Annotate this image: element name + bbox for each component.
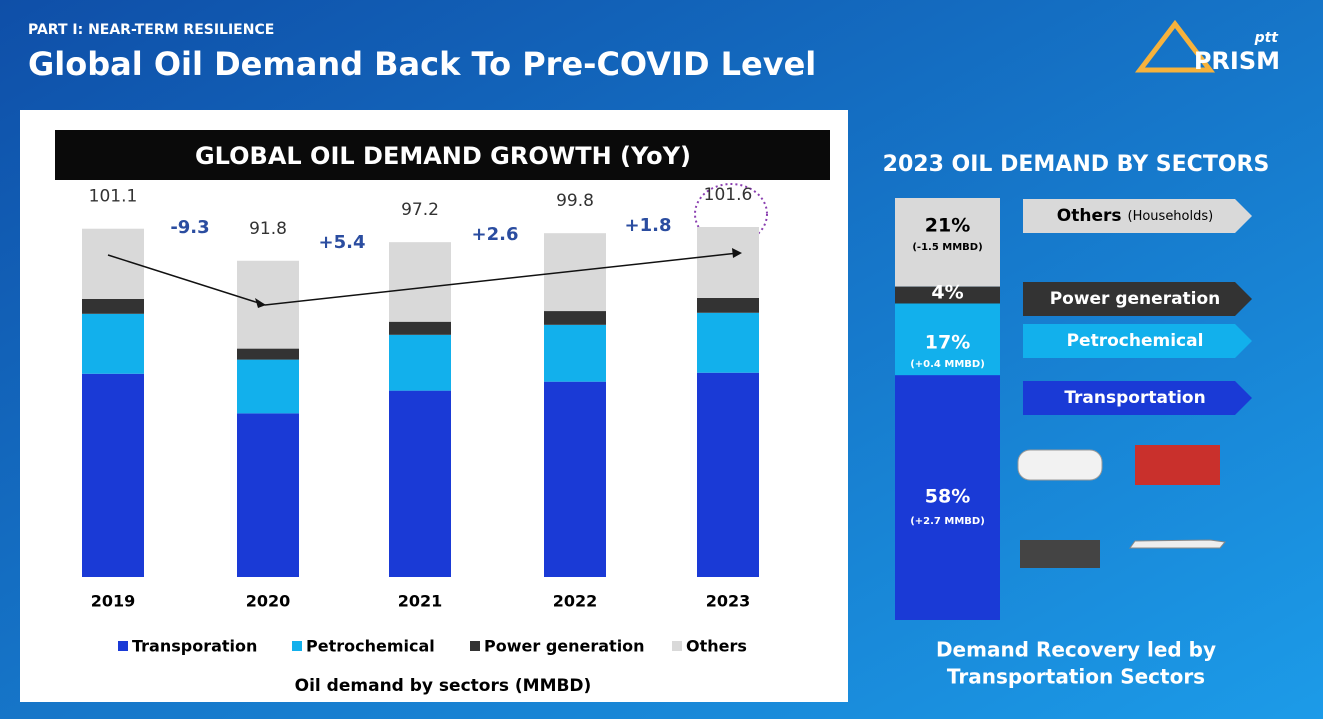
share-label: 17%	[925, 332, 970, 354]
share-label: 4%	[931, 282, 963, 304]
legend-swatch	[672, 641, 682, 651]
panel-title: 2023 OIL DEMAND BY SECTORS	[883, 152, 1270, 177]
growth-label: +2.6	[472, 224, 519, 245]
car-icon	[1018, 450, 1102, 480]
sector-name: Power generation	[1050, 289, 1221, 309]
sector-detail: (Households)	[1128, 209, 1214, 224]
share-label: 21%	[925, 215, 970, 237]
legend-label: Transporation	[132, 637, 257, 656]
total-label: 99.8	[556, 191, 594, 211]
kicker: PART I: NEAR-TERM RESILIENCE	[28, 22, 274, 38]
legend-swatch	[292, 641, 302, 651]
change-label: (-1.5 MMBD)	[912, 242, 982, 253]
sector-tag-label: Petrochemical	[1067, 331, 1204, 351]
legend-label: Power generation	[484, 637, 645, 656]
bar-segment	[544, 382, 606, 577]
legend-label: Petrochemical	[306, 637, 435, 656]
sector-name: Petrochemical	[1067, 331, 1204, 351]
slide: PART I: NEAR-TERM RESILIENCE Global Oil …	[0, 0, 1323, 719]
logo-brand: ptt	[1254, 30, 1280, 46]
sector-name: Others	[1057, 206, 1122, 226]
total-label: 101.1	[89, 187, 138, 207]
truck-icon	[1135, 445, 1220, 485]
total-label: 97.2	[401, 200, 439, 220]
bar-segment	[389, 335, 451, 391]
x-tick-label: 2023	[706, 592, 751, 611]
legend-swatch	[470, 641, 480, 651]
bar-segment	[237, 360, 299, 414]
x-axis-title: Oil demand by sectors (MMBD)	[295, 676, 592, 696]
bar-segment	[82, 374, 144, 577]
bar-segment	[389, 322, 451, 335]
total-label: 91.8	[249, 219, 287, 239]
bar-segment	[697, 227, 759, 298]
x-tick-label: 2021	[398, 592, 443, 611]
growth-label: +5.4	[319, 232, 366, 253]
bar-segment	[697, 298, 759, 313]
bar-segment	[697, 313, 759, 373]
change-label: (+0.4 MMBD)	[910, 359, 985, 370]
x-tick-label: 2019	[91, 592, 136, 611]
x-tick-label: 2020	[246, 592, 291, 611]
sector-tag-label: Power generation	[1050, 289, 1221, 309]
sector-tag-label: Others (Households)	[1057, 206, 1213, 226]
legend-label: Others	[686, 637, 747, 656]
growth-label: +1.8	[625, 215, 672, 236]
change-label: (+2.7 MMBD)	[910, 516, 985, 527]
logo-name: PRISM	[1194, 47, 1280, 75]
bar-segment	[237, 413, 299, 577]
growth-label: -9.3	[170, 217, 209, 238]
panel-footer: Demand Recovery led by	[936, 638, 1216, 662]
bar-segment	[389, 242, 451, 322]
bar-segment	[544, 233, 606, 311]
ship-icon	[1020, 540, 1100, 568]
panel-footer: Transportation Sectors	[947, 665, 1205, 689]
plane-icon	[1130, 540, 1225, 548]
sector-tag-label: Transportation	[1064, 388, 1205, 408]
sector-name: Transportation	[1064, 388, 1205, 408]
total-label: 101.6	[704, 185, 753, 205]
bar-segment	[82, 314, 144, 374]
bar-segment	[544, 311, 606, 325]
bar-segment	[389, 391, 451, 577]
chart-title: GLOBAL OIL DEMAND GROWTH (YoY)	[195, 142, 691, 170]
bar-segment	[697, 373, 759, 577]
bar-segment	[544, 325, 606, 382]
legend-swatch	[118, 641, 128, 651]
bar-segment	[237, 349, 299, 360]
share-label: 58%	[925, 486, 970, 508]
x-tick-label: 2022	[553, 592, 598, 611]
bar-segment	[82, 299, 144, 314]
page: PART I: NEAR-TERM RESILIENCE Global Oil …	[0, 0, 1323, 719]
slide-title: Global Oil Demand Back To Pre-COVID Leve…	[28, 45, 816, 83]
